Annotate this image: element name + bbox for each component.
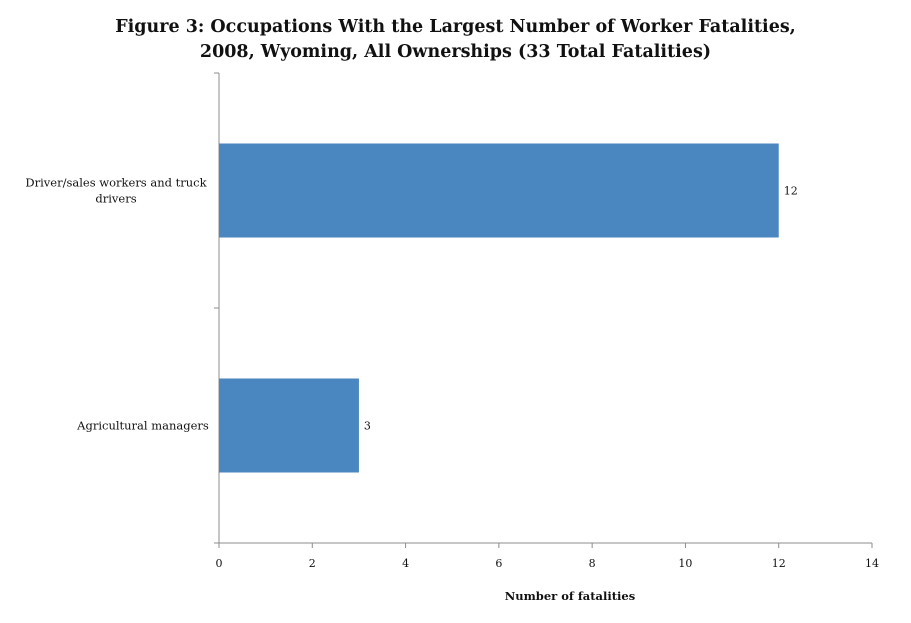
x-axis-title: Number of fatalities [505, 589, 635, 603]
x-tick-label: 14 [865, 557, 879, 570]
x-tick-label: 12 [772, 557, 786, 570]
bar [219, 378, 359, 473]
chart-title-line-2: 2008, Wyoming, All Ownerships (33 Total … [199, 42, 712, 62]
category-label-line: drivers [95, 192, 136, 206]
x-tick-label: 0 [216, 557, 223, 570]
chart-title-line-1: Figure 3: Occupations With the Largest N… [115, 17, 796, 37]
x-tick-label: 10 [678, 557, 692, 570]
data-label: 3 [364, 420, 371, 433]
x-tick-label: 8 [589, 557, 596, 570]
category-label-line: Agricultural managers [76, 419, 209, 433]
category-label: Driver/sales workers and truck drivers [25, 176, 207, 206]
bar [219, 143, 779, 238]
x-tick-label: 6 [495, 557, 502, 570]
x-tick-label: 4 [402, 557, 409, 570]
data-label: 12 [784, 185, 798, 198]
x-tick-label: 2 [309, 557, 316, 570]
category-label: Agricultural managers [76, 419, 209, 433]
category-label-line: Driver/sales workers and truck [25, 176, 207, 190]
